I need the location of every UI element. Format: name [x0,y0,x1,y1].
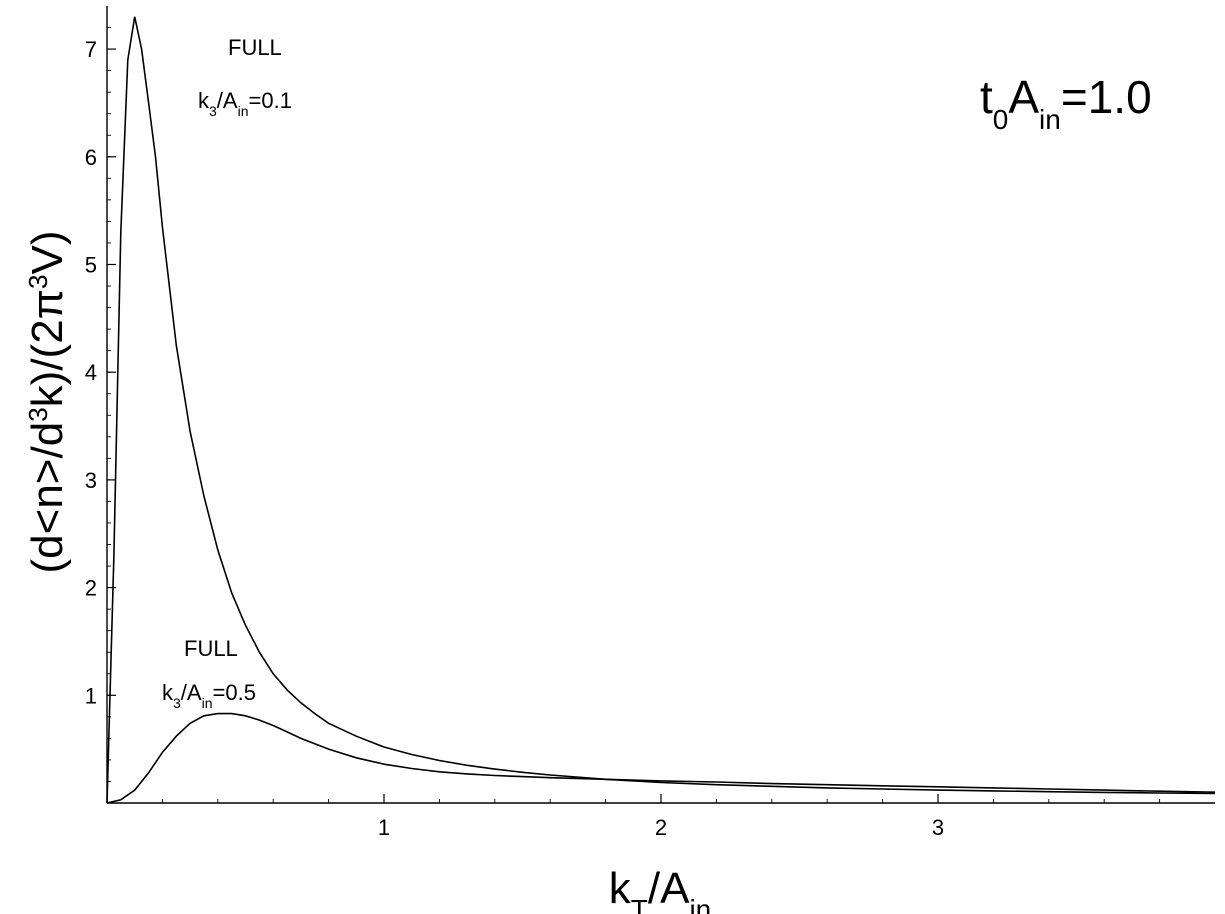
series1-label-param: k3/Ain=0.1 [198,88,292,119]
y-axis-title: (d<n>/d3k)/(2π3V) [23,231,72,574]
curves [106,16,1216,804]
y-tick-label: 1 [85,683,97,708]
y-tick-label: 2 [85,576,97,601]
series2-label-top: FULL [184,636,238,661]
y-tick-label: 4 [85,360,97,385]
x-tick-label: 3 [932,815,944,840]
y-tick-label: 6 [85,145,97,170]
ticks: 1 2 3 1 2 3 4 5 6 7 [85,27,1161,840]
series-line-2 [106,712,1216,804]
y-tick-label: 7 [85,37,97,62]
x-tick-label: 2 [655,815,667,840]
y-tick-label: 5 [85,252,97,277]
series-line-1 [106,16,1216,804]
x-tick-label: 1 [378,815,390,840]
y-tick-label: 3 [85,468,97,493]
corner-label: t0Ain=1.0 [980,71,1152,135]
x-axis-title: kT/Ain [609,864,711,914]
series2-label-param: k3/Ain=0.5 [162,680,256,711]
series1-label-top: FULL [228,35,282,60]
